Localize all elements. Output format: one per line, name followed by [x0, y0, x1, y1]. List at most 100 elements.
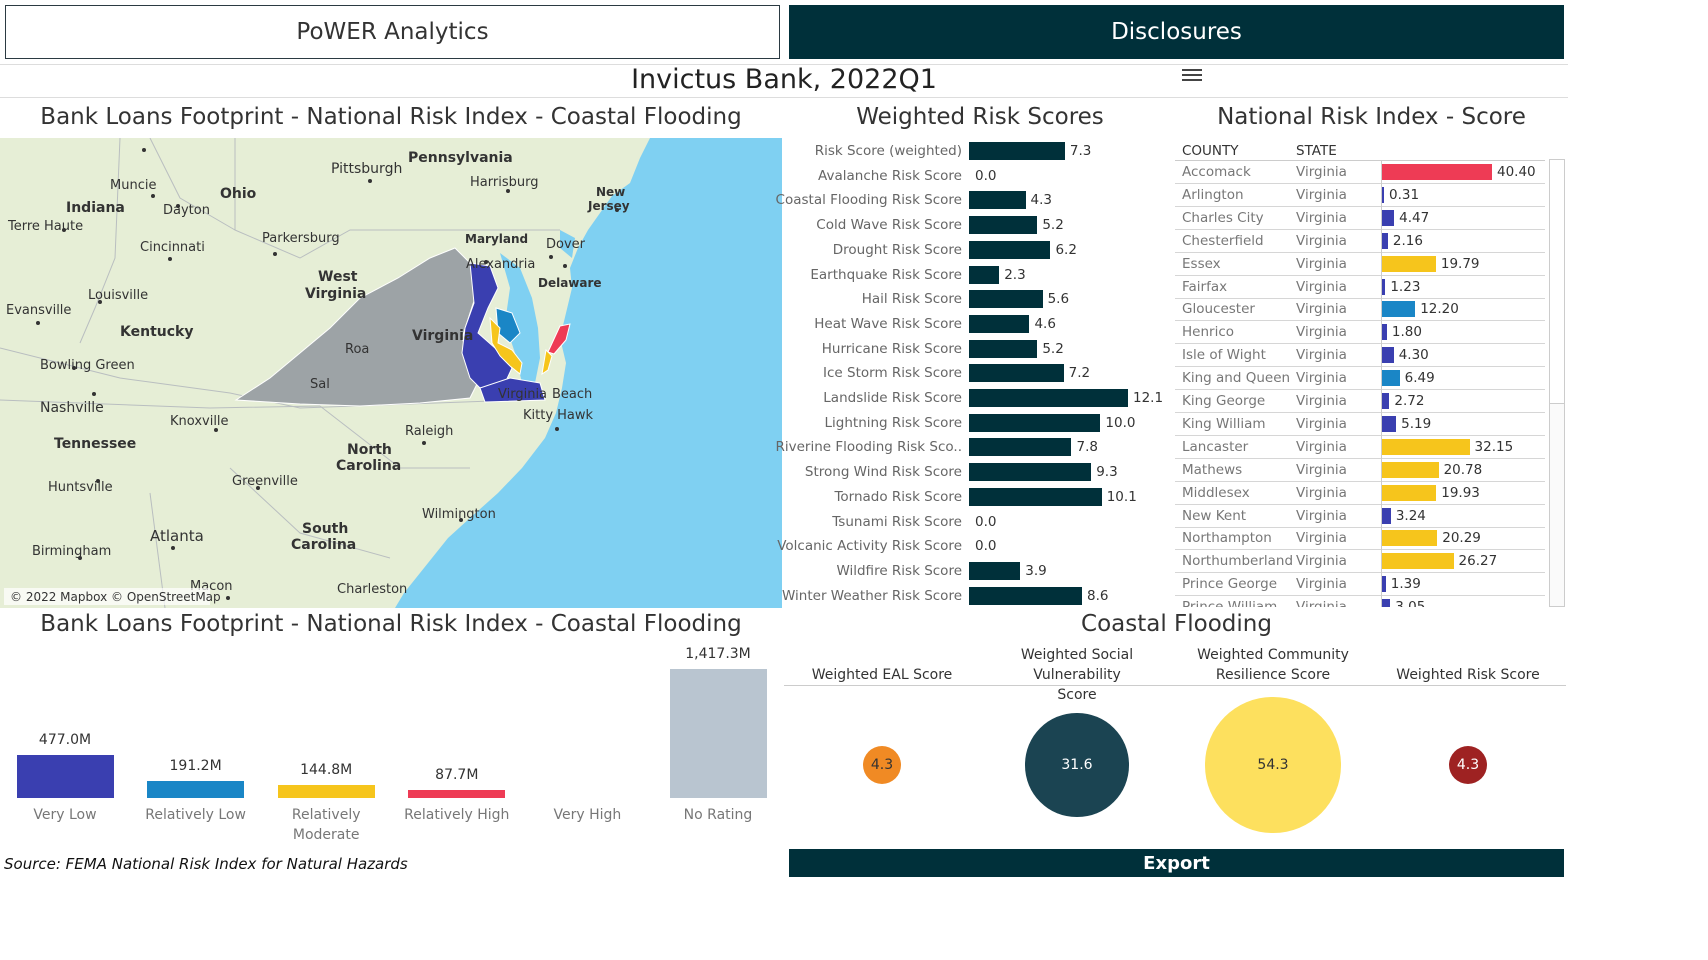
- risk-bar[interactable]: [969, 216, 1038, 235]
- risk-bar[interactable]: [969, 586, 1082, 605]
- column-header-state[interactable]: STATE: [1296, 143, 1337, 159]
- county-name: Prince William: [1182, 599, 1277, 607]
- score-bar: [1382, 370, 1400, 387]
- loan-bar[interactable]: [408, 790, 506, 798]
- table-row[interactable]: Arlington Virginia 0.31: [1175, 184, 1545, 207]
- map-label-parkersburg: Parkersburg: [262, 231, 340, 246]
- county-name: Isle of Wight: [1182, 347, 1266, 364]
- city-dot: [96, 479, 100, 483]
- risk-category-label: Risk Score (weighted): [814, 143, 962, 159]
- risk-bar[interactable]: [969, 191, 1026, 210]
- power-analytics-button[interactable]: PoWER Analytics: [5, 5, 780, 59]
- score-value: 32.15: [1474, 438, 1514, 455]
- coastal-score-circle[interactable]: 54.3: [1205, 697, 1341, 833]
- table-row[interactable]: Prince George Virginia 1.39: [1175, 573, 1545, 597]
- risk-bar[interactable]: [969, 339, 1038, 358]
- map-attribution-bg: [4, 588, 210, 605]
- table-row[interactable]: Chesterfield Virginia 2.16: [1175, 230, 1545, 253]
- page-title: Invictus Bank, 2022Q1: [631, 64, 937, 95]
- score-bar: [1382, 553, 1454, 570]
- loan-bar[interactable]: [16, 754, 114, 798]
- coastal-score-circle[interactable]: 4.3: [862, 745, 901, 784]
- hamburger-menu-icon[interactable]: [1182, 66, 1202, 82]
- table-row[interactable]: Fairfax Virginia 1.23: [1175, 276, 1545, 299]
- table-row[interactable]: Prince William Virginia 3.05: [1175, 596, 1545, 607]
- risk-category-label: Tsunami Risk Score: [832, 513, 962, 530]
- risk-category-label: Avalanche Risk Score: [818, 167, 962, 184]
- power-analytics-label: PoWER Analytics: [296, 19, 489, 45]
- county-name: King George: [1182, 393, 1266, 409]
- table-row[interactable]: Mathews Virginia 20.78: [1175, 459, 1545, 482]
- table-row[interactable]: Charles City Virginia 4.47: [1175, 207, 1545, 230]
- table-row[interactable]: King George Virginia 2.72: [1175, 390, 1545, 413]
- map-label-new-jersey-1: New: [596, 185, 625, 199]
- loans-chart-title: Bank Loans Footprint - National Risk Ind…: [40, 611, 742, 637]
- score-bar: [1382, 599, 1391, 607]
- table-scrollbar-thumb[interactable]: [1550, 160, 1564, 404]
- counties-moderate-2: [541, 348, 553, 376]
- risk-bar[interactable]: [969, 487, 1102, 506]
- table-row[interactable]: King William Virginia 5.19: [1175, 413, 1545, 436]
- table-row[interactable]: Northumberland Virginia 26.27: [1175, 550, 1545, 574]
- risk-bar[interactable]: [969, 561, 1021, 580]
- table-row[interactable]: New Kent Virginia 3.24: [1175, 505, 1545, 528]
- coastal-header-divider: [784, 685, 1566, 686]
- risk-bar[interactable]: [969, 364, 1064, 383]
- table-row[interactable]: Middlesex Virginia 19.93: [1175, 482, 1545, 505]
- column-header-county[interactable]: COUNTY: [1182, 143, 1239, 159]
- table-row[interactable]: Henrico Virginia 1.80: [1175, 321, 1545, 345]
- risk-category-label: Riverine Flooding Risk Sco..: [775, 439, 962, 456]
- score-bar: [1382, 576, 1386, 593]
- score-bar: [1382, 484, 1437, 501]
- coastal-score-value: 54.3: [1257, 756, 1289, 773]
- map-label-pittsburgh: Pittsburgh: [331, 161, 402, 177]
- loan-bar[interactable]: [669, 669, 767, 798]
- risk-bar[interactable]: [969, 290, 1043, 309]
- table-row[interactable]: Essex Virginia 19.79: [1175, 253, 1545, 276]
- table-row[interactable]: Accomack Virginia 40.40: [1175, 161, 1545, 184]
- table-row[interactable]: Lancaster Virginia 32.15: [1175, 436, 1545, 459]
- map-label-bowling-green: Bowling Green: [40, 358, 135, 373]
- score-bar: [1382, 415, 1397, 432]
- risk-map[interactable]: Pennsylvania Pittsburgh Harrisburg New J…: [0, 138, 782, 608]
- export-button[interactable]: Export: [789, 849, 1564, 877]
- county-name: King and Queen: [1182, 370, 1291, 387]
- risk-bar[interactable]: [969, 463, 1092, 482]
- map-label-virginia-beach-2: Beach: [552, 387, 592, 402]
- disclosures-button[interactable]: Disclosures: [789, 5, 1564, 59]
- risk-bar[interactable]: [969, 142, 1065, 160]
- risk-category-label: Wildfire Risk Score: [836, 562, 962, 579]
- map-label-knoxville: Knoxville: [170, 414, 229, 429]
- loan-bar[interactable]: [147, 780, 245, 798]
- risk-bar[interactable]: [969, 438, 1072, 457]
- coastal-header-line: Weighted Risk Score: [1396, 667, 1540, 683]
- map-label-birmingham: Birmingham: [32, 544, 111, 559]
- city-dot: [72, 366, 76, 370]
- score-bar: [1382, 461, 1439, 478]
- state-name: Virginia: [1296, 301, 1347, 318]
- table-row[interactable]: King and Queen Virginia 6.49: [1175, 367, 1545, 391]
- risk-bar[interactable]: [969, 240, 1051, 259]
- county-name: Gloucester: [1182, 301, 1255, 318]
- state-name: Virginia: [1296, 507, 1347, 524]
- coastal-score-circle[interactable]: 4.3: [1448, 745, 1487, 784]
- county-table-body[interactable]: Accomack Virginia 40.40 Arlington Virginia 0.…: [0, 161, 1549, 607]
- coastal-score-circle[interactable]: 31.6: [1025, 713, 1129, 817]
- loan-bar[interactable]: [277, 784, 375, 798]
- risk-bar[interactable]: [969, 413, 1101, 432]
- table-row[interactable]: Isle of Wight Virginia 4.30: [1175, 344, 1545, 368]
- map-label-cincinnati: Cincinnati: [140, 240, 205, 255]
- table-row[interactable]: Gloucester Virginia 12.20: [1175, 298, 1545, 322]
- nri-score-title: National Risk Index - Score: [1217, 104, 1526, 130]
- table-row[interactable]: Northampton Virginia 20.29: [1175, 527, 1545, 551]
- weighted-risk-title: Weighted Risk Scores: [856, 104, 1104, 130]
- state-name: Virginia: [1296, 209, 1347, 226]
- map-label-west-virginia-2: Virginia: [305, 286, 366, 302]
- chesapeake-bay: [500, 253, 540, 388]
- risk-bar[interactable]: [969, 389, 1128, 407]
- risk-bar[interactable]: [969, 265, 1000, 284]
- coastal-column-header: Weighted Risk Score: [1368, 665, 1568, 685]
- risk-category-label: Earthquake Risk Score: [810, 266, 962, 283]
- state-name: Virginia: [1296, 461, 1347, 478]
- risk-bar[interactable]: [969, 314, 1030, 333]
